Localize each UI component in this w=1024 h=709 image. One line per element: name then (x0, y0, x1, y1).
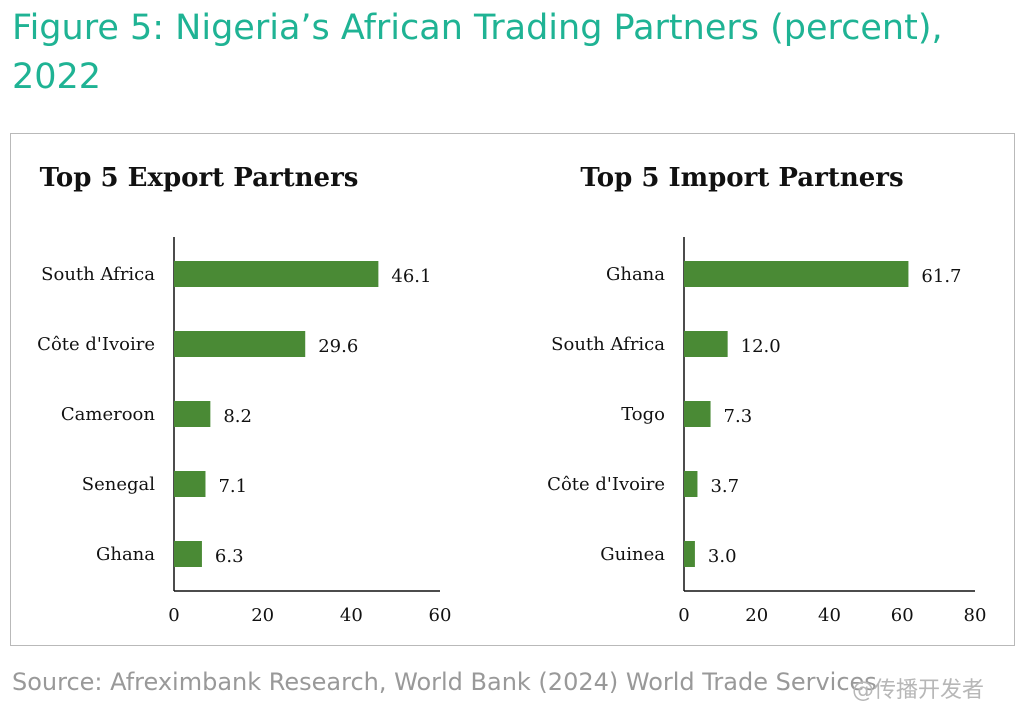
import-x-tick-label: 60 (891, 605, 914, 626)
import-partners-chart: Top 5 Import Partners 0 20 40 60 80 Ghana 61.7 S… (547, 163, 987, 626)
import-x-tick-label: 80 (964, 605, 987, 626)
export-x-tick-label: 40 (340, 605, 363, 626)
export-category-label: Cameroon (61, 404, 156, 425)
watermark: @传播开发者 (852, 678, 985, 703)
export-bar (174, 331, 306, 357)
export-bar (174, 471, 206, 497)
import-x-tick-label: 0 (678, 605, 689, 626)
export-value-label: 7.1 (218, 476, 247, 497)
import-category-label: South Africa (551, 334, 665, 355)
import-x-tick-label: 20 (745, 605, 768, 626)
export-value-label: 8.2 (223, 406, 252, 427)
export-bar (174, 401, 211, 427)
import-category-label: Guinea (600, 544, 665, 565)
import-x-tick-label: 40 (818, 605, 841, 626)
import-category-label: Togo (621, 404, 665, 425)
export-category-label: South Africa (41, 264, 155, 285)
export-category-label: Senegal (82, 474, 155, 495)
source-note: Source: Afreximbank Research, World Bank… (12, 668, 877, 696)
import-value-label: 3.7 (710, 476, 739, 497)
export-partners-chart: Top 5 Export Partners 0 20 40 60 South Africa… (37, 163, 452, 626)
import-category-label: Ghana (606, 264, 665, 285)
export-bar (174, 541, 202, 567)
export-value-label: 6.3 (215, 546, 244, 567)
export-x-tick-label: 20 (251, 605, 274, 626)
import-bar (684, 261, 909, 287)
import-bar (684, 401, 711, 427)
import-value-label: 61.7 (921, 266, 961, 287)
export-bar (174, 261, 379, 287)
import-chart-title: Top 5 Import Partners (580, 163, 903, 193)
figure-title: Figure 5: Nigeria’s African Trading Part… (12, 8, 943, 97)
export-chart-title: Top 5 Export Partners (40, 163, 359, 193)
import-value-label: 3.0 (708, 546, 737, 567)
import-bar (684, 331, 728, 357)
export-category-label: Ghana (96, 544, 155, 565)
chart-panel: Top 5 Export Partners 0 20 40 60 South Africa… (10, 133, 1015, 646)
export-x-tick-label: 60 (429, 605, 452, 626)
import-bar (684, 541, 695, 567)
import-category-label: Côte d'Ivoire (547, 474, 665, 495)
import-value-label: 7.3 (724, 406, 753, 427)
export-value-label: 29.6 (318, 336, 358, 357)
export-value-label: 46.1 (391, 266, 431, 287)
import-bar (684, 471, 698, 497)
export-x-tick-label: 0 (168, 605, 179, 626)
import-value-label: 12.0 (741, 336, 781, 357)
export-category-label: Côte d'Ivoire (37, 334, 155, 355)
